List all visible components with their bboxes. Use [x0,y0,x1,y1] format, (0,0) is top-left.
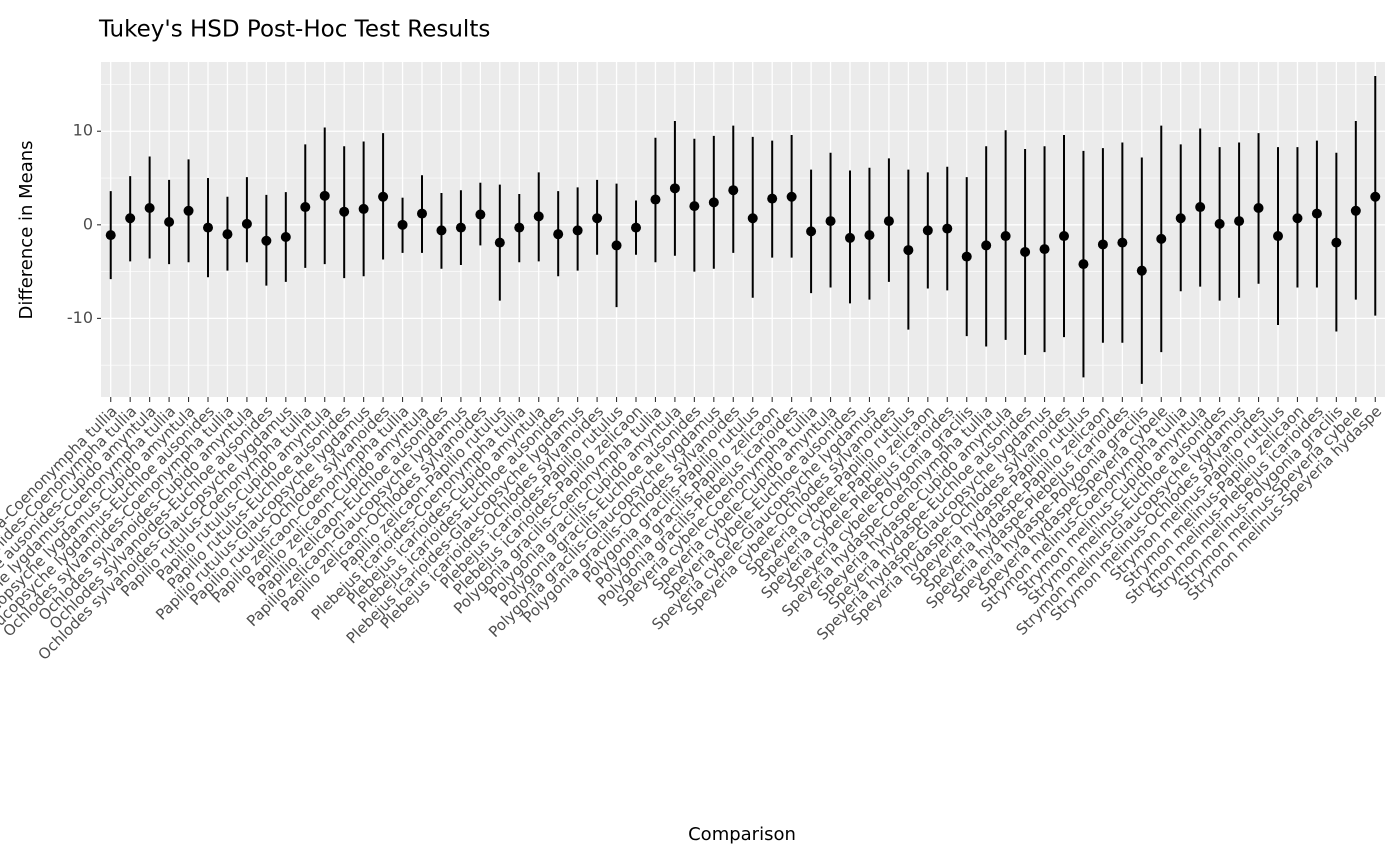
point [728,185,739,196]
chart-title: Tukey's HSD Post-Hoc Test Results [98,17,490,43]
point [164,217,175,228]
point [747,213,758,224]
point [1078,259,1089,270]
point [1117,237,1128,248]
point [825,216,836,227]
y-axis-label: Difference in Means [16,140,37,319]
panel-background [101,62,1385,397]
point [981,240,992,251]
point [436,225,447,236]
point [1253,202,1264,213]
point [1097,239,1108,250]
point [786,191,797,202]
point [1059,231,1069,242]
point [1331,237,1342,248]
point [183,205,194,216]
point [494,237,505,248]
point [903,245,914,256]
point [378,191,389,202]
point [864,230,875,241]
point [144,202,155,213]
point [961,251,972,262]
point [280,231,291,242]
point [358,203,369,214]
point [1350,205,1361,216]
point [1311,208,1322,219]
point [1039,244,1050,255]
point [669,183,680,194]
point [767,193,778,204]
point [319,190,330,201]
point [708,197,719,208]
point [514,222,525,233]
point [475,209,486,220]
point [1000,231,1011,242]
point [1136,265,1147,276]
y-tick-label: 0 [83,214,93,233]
point [397,219,408,230]
point [533,211,544,222]
point [1292,213,1303,224]
point [1020,246,1031,257]
point [1195,202,1206,213]
point [592,213,603,224]
point [105,230,116,241]
point [1234,216,1245,227]
point [845,232,855,243]
point [241,218,252,229]
point [300,202,311,213]
point [1370,191,1381,202]
point [611,240,622,251]
point [553,229,564,240]
point [261,235,272,246]
point [922,225,933,236]
point [125,213,136,224]
y-tick-label: -10 [67,308,93,327]
point [883,216,894,227]
point [1175,213,1186,224]
point [631,222,641,233]
point [339,206,350,217]
point [1156,233,1167,244]
point [455,222,466,233]
point [1273,231,1283,242]
point [572,225,583,236]
point [942,223,953,234]
point [1214,218,1225,229]
point [650,194,661,205]
point [689,201,700,212]
point [222,229,233,240]
point [417,208,427,219]
point [806,226,817,237]
y-tick-label: 10 [73,121,93,140]
point [203,222,213,233]
x-axis-label: Comparison [688,824,796,845]
